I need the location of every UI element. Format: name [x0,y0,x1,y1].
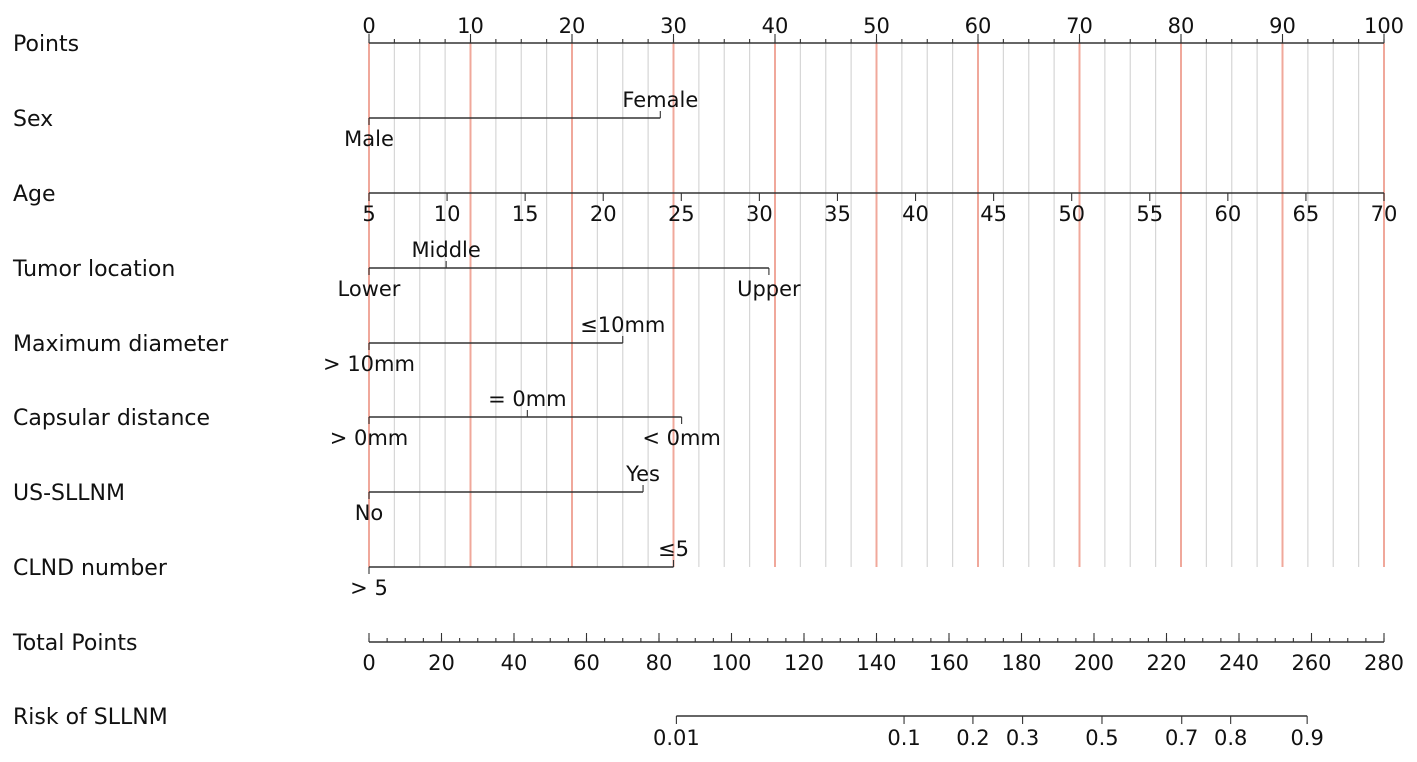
level-label: Middle [411,238,480,262]
points-axis-tick-label: 20 [559,14,586,38]
level-label: Male [344,127,394,151]
risk-axis-tick-label: 0.5 [1085,726,1118,750]
risk-axis-tick-label: 0.9 [1290,726,1323,750]
total-points-tick-label: 40 [501,651,528,675]
age-axis-tick-label: 20 [590,202,617,226]
total-points-tick-label: 100 [711,651,751,675]
age-axis-tick-label: 55 [1136,202,1163,226]
risk-axis-tick-label: 0.7 [1165,726,1198,750]
points-axis-tick-label: 80 [1168,14,1195,38]
points-axis-tick-label: 10 [457,14,484,38]
risk-axis-tick-label: 0.1 [887,726,920,750]
row-label: Total Points [12,631,137,656]
level-label: Upper [737,277,801,301]
age-axis-tick-label: 10 [434,202,461,226]
total-points-tick-label: 0 [362,651,375,675]
level-label: Yes [625,462,660,486]
row-label: CLND number [13,556,168,581]
risk-axis-tick-label: 0.2 [956,726,989,750]
age-axis-tick-label: 45 [980,202,1007,226]
level-label: ≤10mm [580,313,665,337]
row-label: Sex [13,107,53,132]
row-label: Risk of SLLNM [13,705,168,730]
points-axis-tick-label: 90 [1269,14,1296,38]
total-points-tick-label: 80 [646,651,673,675]
risk-axis-tick-label: 0.3 [1006,726,1039,750]
grid-lines [368,43,1385,567]
risk-axis-tick-label: 0.01 [653,726,700,750]
total-points-tick-label: 140 [856,651,896,675]
points-axis-tick-label: 0 [362,14,375,38]
age-axis-tick-label: 60 [1214,202,1241,226]
total-points-tick-label: 240 [1219,651,1259,675]
row-label: Tumor location [12,257,175,282]
row-label: Capsular distance [13,406,210,431]
level-label: > 5 [350,576,388,600]
level-label: > 10mm [323,352,415,376]
row-label: US-SLLNM [13,481,125,506]
risk-axis-tick-label: 0.8 [1214,726,1247,750]
level-label: ≤5 [658,537,689,561]
total-points-tick-label: 20 [428,651,455,675]
level-label: > 0mm [330,426,409,450]
total-points-tick-label: 160 [929,651,969,675]
age-axis-tick-label: 30 [746,202,773,226]
points-axis-tick-label: 40 [762,14,789,38]
points-axis-tick-label: 70 [1066,14,1093,38]
age-axis-tick-label: 5 [362,202,375,226]
points-axis-tick-label: 60 [965,14,992,38]
age-axis-tick-label: 15 [512,202,539,226]
row-label: Age [13,182,56,207]
age-axis-tick-label: 50 [1058,202,1085,226]
level-label: = 0mm [488,387,567,411]
total-points-tick-label: 280 [1364,651,1404,675]
total-points-tick-label: 200 [1074,651,1114,675]
age-axis-tick-label: 65 [1293,202,1320,226]
points-axis-tick-label: 100 [1364,14,1404,38]
total-points-tick-label: 220 [1146,651,1186,675]
age-axis-tick-label: 35 [824,202,851,226]
age-axis-tick-label: 25 [668,202,695,226]
points-axis-tick-label: 50 [863,14,890,38]
level-label: No [355,501,384,525]
level-label: Female [622,88,698,112]
row-label: Points [13,32,79,57]
total-points-tick-label: 60 [573,651,600,675]
level-label: < 0mm [642,426,721,450]
row-label: Maximum diameter [13,332,229,357]
total-points-tick-label: 180 [1001,651,1041,675]
total-points-tick-label: 260 [1291,651,1331,675]
points-axis-tick-label: 30 [660,14,687,38]
level-label: Lower [338,277,401,301]
age-axis-tick-label: 70 [1371,202,1398,226]
total-points-tick-label: 120 [784,651,824,675]
age-axis-tick-label: 40 [902,202,929,226]
